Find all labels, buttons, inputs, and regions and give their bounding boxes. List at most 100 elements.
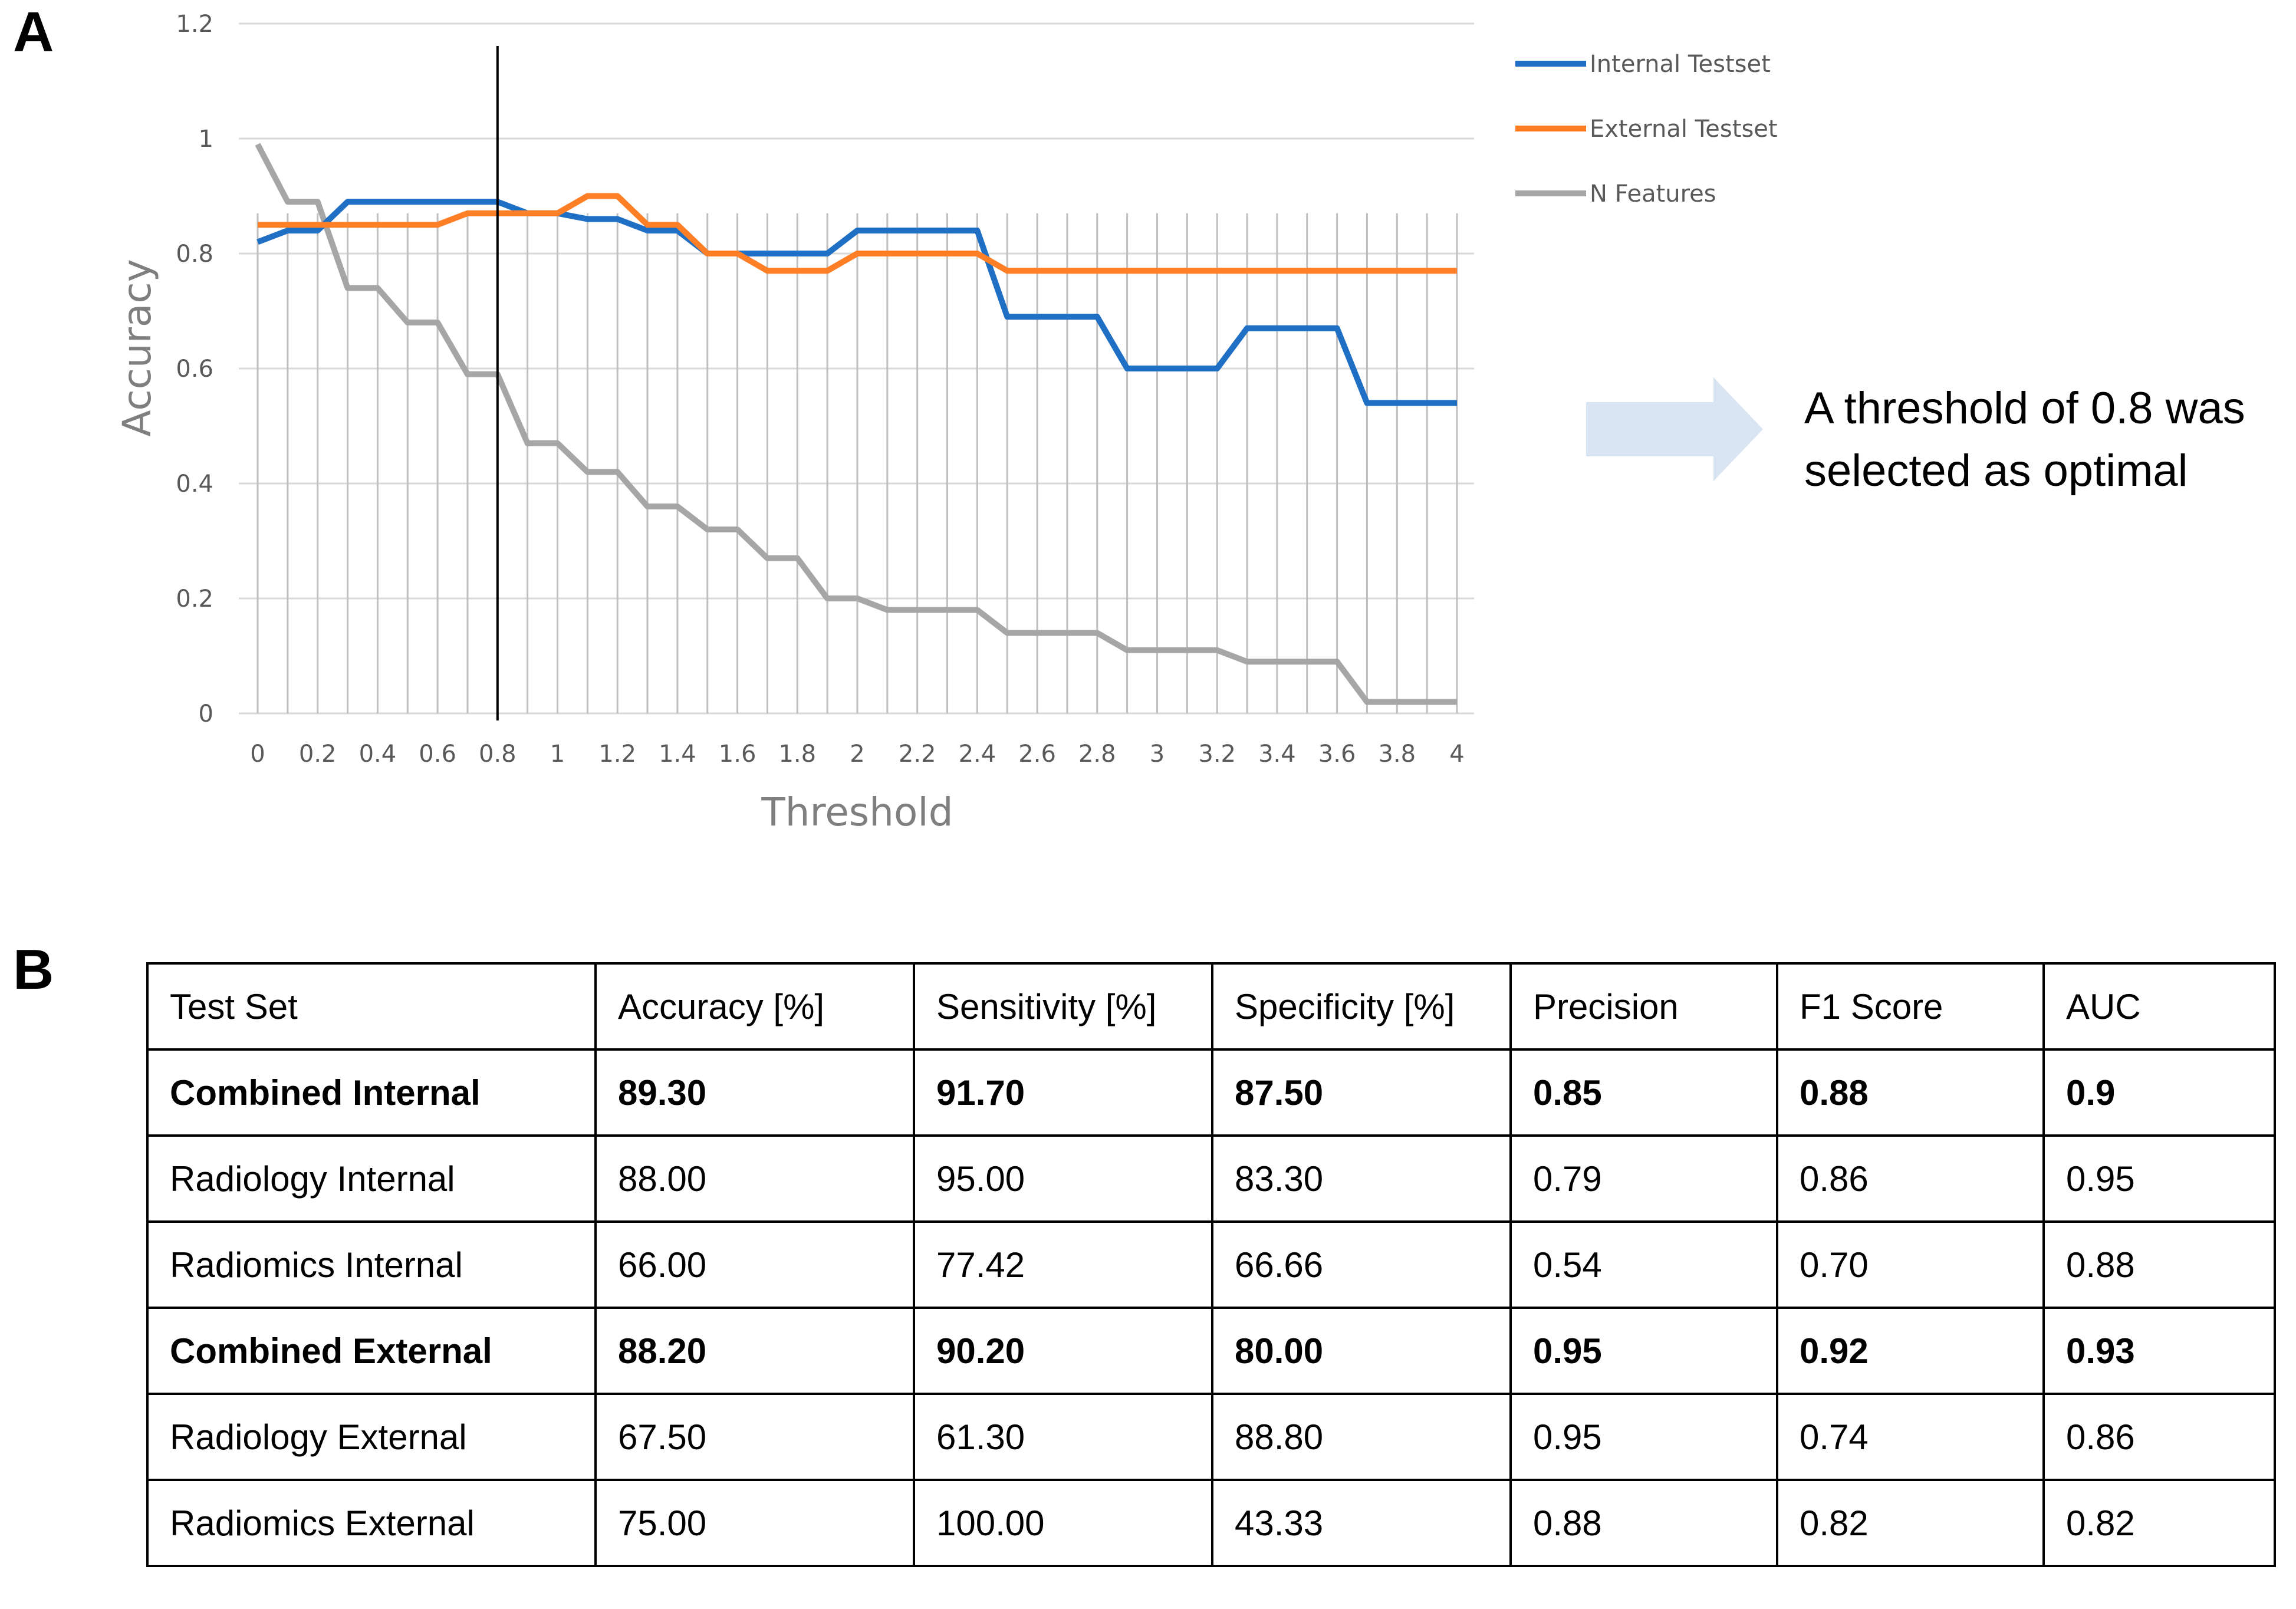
y-tick-label: 0 <box>199 700 213 728</box>
table-cell: 0.95 <box>2042 1134 2276 1223</box>
series-line-external <box>258 193 1457 274</box>
table-cell: Accuracy [%] <box>594 962 915 1051</box>
table-cell: 67.50 <box>594 1393 915 1481</box>
table-cell: 0.79 <box>1509 1134 1778 1223</box>
table-cell: 66.66 <box>1211 1220 1512 1309</box>
x-tick-label: 2.6 <box>1018 741 1056 768</box>
x-tick-label: 1 <box>550 741 565 768</box>
table-cell: Radiomics External <box>146 1479 597 1567</box>
results-table: Test Set Accuracy [%] Sensitivity [%] Speci… <box>146 962 2276 1567</box>
table-cell: 0.82 <box>2042 1479 2276 1567</box>
table-cell: 0.9 <box>2042 1048 2276 1137</box>
x-tick-label: 2.2 <box>899 741 936 768</box>
threshold-annotation: A threshold of 0.8 was selected as optim… <box>1804 377 2245 502</box>
legend-label: N Features <box>1590 180 1716 208</box>
table-cell: 0.86 <box>2042 1393 2276 1481</box>
table-cell: Sensitivity [%] <box>913 962 1213 1051</box>
table-cell: 0.82 <box>1776 1479 2045 1567</box>
panel-a-label: A <box>13 1 54 64</box>
x-tick-label: 4 <box>1449 741 1464 768</box>
y-axis-title: Accuracy <box>114 259 160 436</box>
table-cell: 0.86 <box>1776 1134 2045 1223</box>
table-cell: 0.88 <box>2042 1220 2276 1309</box>
series-line-internal <box>256 199 1457 406</box>
table-cell: 83.30 <box>1211 1134 1512 1223</box>
table-cell: 0.88 <box>1509 1479 1778 1567</box>
table-cell: 89.30 <box>594 1048 915 1137</box>
table-cell: 0.92 <box>1776 1307 2045 1395</box>
x-tick-label: 3.4 <box>1258 741 1296 768</box>
x-tick-label: 1.4 <box>659 741 696 768</box>
table-cell: Radiology Internal <box>146 1134 597 1223</box>
y-tick-label: 0.4 <box>176 470 213 498</box>
table-row: Radiology Internal 88.00 95.00 83.30 0.79 0.8… <box>146 1134 2276 1223</box>
vertical-droplines <box>256 213 1458 713</box>
table-cell: 80.00 <box>1211 1307 1512 1395</box>
table-cell: 43.33 <box>1211 1479 1512 1567</box>
right-arrow-icon <box>1586 377 1763 481</box>
table-cell: Combined External <box>146 1307 597 1395</box>
table-row: Combined External 88.20 90.20 80.00 0.95 0.92… <box>146 1307 2276 1395</box>
x-tick-label: 1.8 <box>778 741 816 768</box>
table-cell: 0.88 <box>1776 1048 2045 1137</box>
table-cell: Precision <box>1509 962 1778 1051</box>
table-cell: 0.74 <box>1776 1393 2045 1481</box>
table-cell: 0.85 <box>1509 1048 1778 1137</box>
table-cell: 0.70 <box>1776 1220 2045 1309</box>
table-cell: 91.70 <box>913 1048 1213 1137</box>
table-cell: 0.93 <box>2042 1307 2276 1395</box>
table-cell: 90.20 <box>913 1307 1213 1395</box>
legend-label: External Testset <box>1590 116 1778 143</box>
table-cell: 87.50 <box>1211 1048 1512 1137</box>
series-lines <box>255 143 1457 705</box>
table-cell: 61.30 <box>913 1393 1213 1481</box>
table-cell: 88.80 <box>1211 1393 1512 1481</box>
x-tick-label: 2 <box>850 741 864 768</box>
x-tick-label: 1.2 <box>598 741 636 768</box>
table-cell: Specificity [%] <box>1211 962 1512 1051</box>
x-tick-label: 2.8 <box>1078 741 1116 768</box>
x-tick-label: 0.4 <box>359 741 397 768</box>
panel-b-label: B <box>13 938 54 1001</box>
table-cell: Radiomics Internal <box>146 1220 597 1309</box>
table-cell: 75.00 <box>594 1479 915 1567</box>
table-cell: Combined Internal <box>146 1048 597 1137</box>
table-header-row: Test Set Accuracy [%] Sensitivity [%] Speci… <box>146 962 2276 1051</box>
x-tick-label: 0.2 <box>299 741 337 768</box>
x-tick-label: 1.6 <box>719 741 756 768</box>
series-line-n-features <box>255 143 1457 705</box>
table-cell: 0.95 <box>1509 1307 1778 1395</box>
table-cell: Radiology External <box>146 1393 597 1481</box>
table-row: Radiomics External 75.00 100.00 43.33 0.88 0.… <box>146 1479 2276 1567</box>
y-tick-label: 1 <box>199 126 213 153</box>
table-cell: Test Set <box>146 962 597 1051</box>
y-tick-label: 1.2 <box>176 11 213 38</box>
legend: Internal Testset External Testset N Featur… <box>1515 51 1778 208</box>
x-tick-label: 0.6 <box>419 741 456 768</box>
table-row: Radiology External 67.50 61.30 88.80 0.95 0.7… <box>146 1393 2276 1481</box>
table-cell: 0.95 <box>1509 1393 1778 1481</box>
table-row: Radiomics Internal 66.00 77.42 66.66 0.54 0.7… <box>146 1220 2276 1309</box>
y-axis-tick-labels: 0 0.2 0.4 0.6 0.8 1 1.2 <box>176 11 213 728</box>
x-tick-label: 3.8 <box>1378 741 1416 768</box>
annotation-line-2: selected as optimal <box>1804 446 2188 496</box>
table-cell: 95.00 <box>913 1134 1213 1223</box>
x-tick-label: 2.4 <box>959 741 996 768</box>
table-row: Combined Internal 89.30 91.70 87.50 0.85 0.88… <box>146 1048 2276 1137</box>
y-tick-label: 0.8 <box>176 241 213 268</box>
x-tick-label: 0 <box>250 741 265 768</box>
x-tick-label: 3.2 <box>1198 741 1236 768</box>
table-cell: 100.00 <box>913 1479 1213 1567</box>
y-tick-label: 0.2 <box>176 585 213 613</box>
x-axis-title: Threshold <box>761 789 953 835</box>
table-cell: F1 Score <box>1776 962 2045 1051</box>
x-tick-label: 3 <box>1150 741 1165 768</box>
table-cell: 0.54 <box>1509 1220 1778 1309</box>
table-cell: 88.00 <box>594 1134 915 1223</box>
x-tick-label: 3.6 <box>1318 741 1356 768</box>
y-tick-label: 0.6 <box>176 356 213 383</box>
accuracy-threshold-chart: 0 0.2 0.4 0.6 0.8 1 1.2 0 0.2 0.4 0.6 0.8 1 1.2 1.4 1.… <box>114 11 1778 835</box>
table-cell: AUC <box>2042 962 2276 1051</box>
annotation-line-1: A threshold of 0.8 was <box>1804 383 2245 433</box>
legend-label: Internal Testset <box>1590 51 1771 78</box>
